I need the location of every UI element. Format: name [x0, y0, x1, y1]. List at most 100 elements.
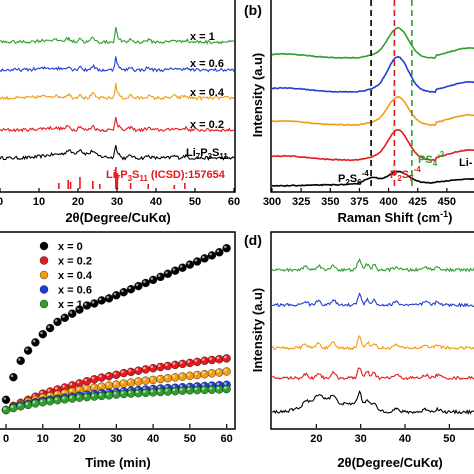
x-tick-label: 20: [73, 433, 85, 445]
xrd-curve-2: [0, 83, 235, 102]
data-point: [31, 399, 40, 408]
data-point: [60, 313, 70, 322]
x-tick-label: 450: [438, 196, 456, 208]
data-point: [156, 374, 165, 384]
data-point: [170, 387, 180, 396]
legend-marker: [39, 299, 49, 309]
data-point-highlight: [157, 385, 161, 389]
label-ps4: PS4-3: [418, 150, 445, 168]
data-point: [207, 355, 217, 365]
panel-b-reference-lines: [370, 0, 413, 190]
data-point: [75, 393, 84, 402]
data-point-highlight: [69, 382, 73, 386]
x-tick-label: 40: [147, 433, 159, 445]
data-point-highlight: [106, 392, 109, 396]
data-point-highlight: [106, 295, 109, 299]
data-point-highlight: [150, 386, 154, 389]
data-point-highlight: [209, 370, 212, 374]
data-point-highlight: [194, 258, 198, 262]
data-point-highlight: [40, 391, 43, 394]
data-point: [185, 358, 195, 368]
data-point: [104, 381, 114, 390]
data-point-highlight: [113, 382, 117, 385]
data-point-highlight: [216, 386, 220, 390]
panel-c-x-ticks: 0 10 20 30 40 50 60: [3, 424, 233, 445]
raman-curve-3: [271, 55, 474, 94]
label-icsd-reference: Li7P3S11 (ICSD):157654: [106, 169, 226, 183]
x-tick-label: 60: [221, 433, 233, 445]
data-point: [82, 377, 92, 386]
data-point-highlight: [76, 380, 80, 384]
data-point-highlight: [172, 374, 176, 378]
legend-marker: [39, 256, 49, 265]
data-point-highlight: [40, 399, 43, 403]
panel-d-xrd: (d) 20 30 40 50 Intensity (a.u) 2θ(Degree/C…: [244, 231, 474, 470]
data-point: [53, 396, 62, 405]
data-point-highlight: [216, 356, 220, 360]
data-point: [38, 330, 47, 339]
x-tick-label: 300: [263, 196, 281, 208]
data-point-highlight: [224, 382, 227, 385]
data-point: [192, 385, 202, 395]
data-point-highlight: [99, 384, 102, 387]
x-tick-label: 50: [443, 433, 455, 445]
panel-d-curves: [271, 258, 474, 416]
xrd-curve-0: [0, 144, 235, 161]
data-point-highlight: [3, 397, 6, 400]
data-point-highlight: [202, 371, 205, 375]
data-point-highlight: [91, 385, 95, 388]
data-point-highlight: [135, 283, 139, 287]
panel-d-x-ticks: 20 30 40 50: [310, 424, 456, 445]
data-point-highlight: [84, 394, 87, 398]
x-tick-label: 0: [0, 196, 3, 208]
data-point-highlight: [54, 386, 58, 390]
raman-curve-2: [271, 95, 474, 127]
legend-label: x = 0.6: [58, 285, 92, 297]
data-point-highlight: [179, 265, 183, 268]
data-point: [104, 294, 114, 303]
panel-c-xlabel: Time (min): [85, 455, 151, 470]
xrd-d-curve-1: [271, 367, 474, 381]
data-point-highlight: [18, 358, 21, 361]
panel-b-curves: [271, 26, 474, 187]
data-point: [53, 317, 62, 327]
data-point-highlight: [76, 395, 80, 398]
data-point: [178, 359, 187, 369]
data-point: [119, 368, 128, 378]
data-point-highlight: [91, 376, 95, 380]
data-point-highlight: [135, 378, 139, 382]
data-point: [200, 254, 209, 263]
data-point-highlight: [216, 382, 220, 386]
data-point-highlight: [84, 386, 87, 389]
data-point-highlight: [157, 364, 161, 368]
data-point-highlight: [121, 370, 124, 374]
data-point-highlight: [194, 387, 198, 391]
data-point-highlight: [54, 397, 58, 401]
data-point: [178, 372, 187, 381]
data-point-highlight: [106, 383, 109, 386]
data-point-highlight: [157, 389, 161, 393]
panel-a-curves: [0, 26, 235, 161]
data-point-highlight: [84, 378, 87, 382]
data-point: [119, 379, 128, 388]
data-point-highlight: [194, 383, 198, 387]
data-point-highlight: [202, 358, 205, 361]
data-point: [200, 385, 209, 395]
data-point-highlight: [194, 372, 198, 376]
data-point-highlight: [32, 400, 36, 404]
data-point: [207, 369, 217, 378]
legend-marker: [39, 285, 49, 294]
raman-curve-0: [271, 170, 474, 187]
x-tick-label: 30: [111, 196, 123, 208]
panel-c-frame: [0, 231, 236, 430]
data-point-highlight: [194, 359, 198, 362]
data-point-highlight: [187, 262, 190, 265]
label-x04: x = 0.4: [190, 87, 225, 99]
data-point-highlight: [209, 387, 212, 390]
label-x02: x = 0.2: [190, 119, 224, 131]
data-point: [163, 374, 173, 383]
data-point-highlight: [47, 398, 51, 402]
panel-b-raman: (b) 300 325 350 375 400 425 450 P2S6-4 P2S7-4 …: [244, 0, 474, 225]
data-point: [119, 389, 128, 399]
